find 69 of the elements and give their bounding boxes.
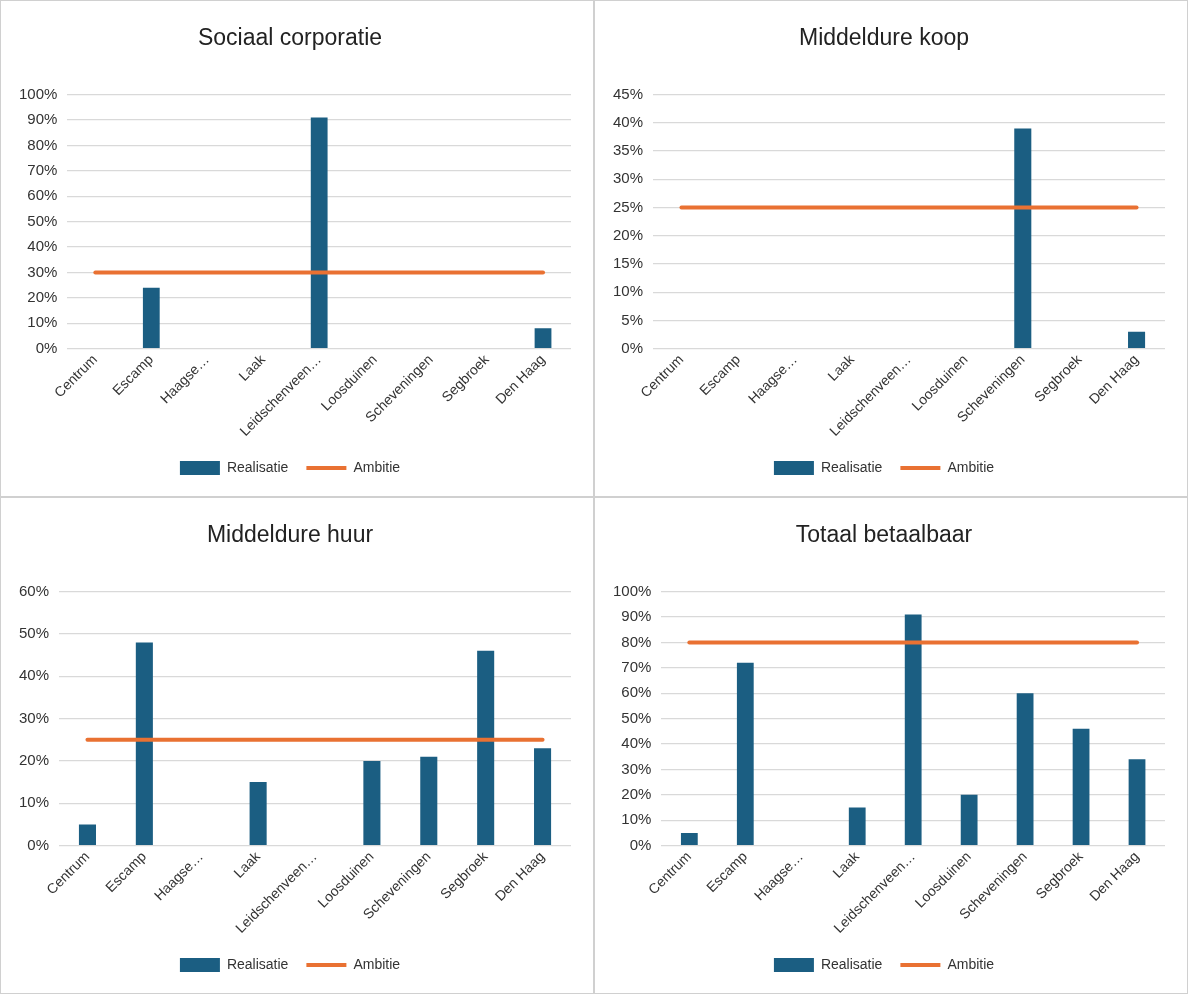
- y-tick-label: 0%: [35, 338, 58, 356]
- y-tick-label: 20%: [27, 287, 58, 305]
- y-tick-label: 80%: [27, 135, 58, 153]
- y-tick-label: 10%: [18, 793, 50, 811]
- y-tick-label: 80%: [621, 632, 652, 650]
- y-tick-label: 100%: [612, 581, 652, 599]
- bar: [477, 650, 495, 845]
- y-tick-label: 30%: [18, 708, 50, 726]
- y-tick-label: 40%: [27, 237, 58, 255]
- y-tick-label: 20%: [18, 751, 50, 769]
- bar: [249, 782, 267, 845]
- y-tick-label: 10%: [621, 810, 652, 828]
- y-tick-label: 50%: [18, 624, 50, 642]
- y-tick-label: 60%: [18, 581, 50, 599]
- legend-label: Realisatie: [226, 955, 289, 972]
- y-tick-label: 30%: [27, 262, 58, 280]
- y-tick-label: 70%: [621, 657, 652, 675]
- y-tick-label: 60%: [621, 683, 652, 701]
- bar: [420, 756, 438, 845]
- y-tick-label: 20%: [621, 784, 652, 802]
- bar: [363, 760, 381, 845]
- bar: [310, 117, 328, 348]
- y-tick-label: 60%: [27, 186, 58, 204]
- legend-label: Realisatie: [820, 458, 883, 475]
- bar: [848, 807, 866, 845]
- bar: [904, 614, 922, 845]
- y-tick-label: 50%: [621, 708, 652, 726]
- y-tick-label: 10%: [27, 313, 58, 331]
- y-tick-label: 30%: [621, 759, 652, 777]
- bar: [142, 287, 160, 348]
- bar: [534, 748, 552, 845]
- y-tick-label: 20%: [612, 225, 644, 243]
- bar: [1016, 693, 1034, 845]
- bar: [736, 662, 754, 845]
- legend-label: Realisatie: [820, 955, 883, 972]
- y-tick-label: 45%: [612, 84, 644, 102]
- chart-title: Totaal betaalbaar: [795, 521, 973, 548]
- bar: [680, 832, 698, 845]
- y-tick-label: 40%: [612, 112, 644, 130]
- y-tick-label: 100%: [18, 84, 58, 102]
- legend-label: Ambitie: [353, 955, 401, 972]
- y-tick-label: 25%: [612, 197, 644, 215]
- legend-label: Ambitie: [947, 955, 995, 972]
- y-tick-label: 0%: [629, 835, 652, 853]
- y-tick-label: 40%: [18, 666, 50, 684]
- bar: [1072, 728, 1090, 845]
- bar: [78, 824, 96, 845]
- y-tick-label: 10%: [612, 282, 644, 300]
- chart-title: Middeldure koop: [798, 24, 970, 51]
- y-tick-label: 0%: [27, 835, 50, 853]
- bar: [135, 642, 153, 845]
- y-tick-label: 90%: [27, 110, 58, 128]
- y-tick-label: 5%: [621, 310, 644, 328]
- legend-label: Ambitie: [947, 458, 995, 475]
- bar: [1128, 759, 1146, 845]
- legend-label: Ambitie: [353, 458, 401, 475]
- y-tick-label: 30%: [612, 169, 644, 187]
- legend-label: Realisatie: [226, 458, 289, 475]
- chart-title: Middeldure huur: [206, 521, 374, 548]
- bar: [534, 328, 552, 348]
- bar: [960, 794, 978, 845]
- chart-title: Sociaal corporatie: [197, 24, 383, 51]
- y-tick-label: 50%: [27, 211, 58, 229]
- y-tick-label: 35%: [612, 141, 644, 159]
- y-tick-label: 40%: [621, 734, 652, 752]
- y-tick-label: 90%: [621, 607, 652, 625]
- y-tick-label: 70%: [27, 160, 58, 178]
- y-tick-label: 0%: [621, 338, 644, 356]
- y-tick-label: 15%: [612, 254, 644, 272]
